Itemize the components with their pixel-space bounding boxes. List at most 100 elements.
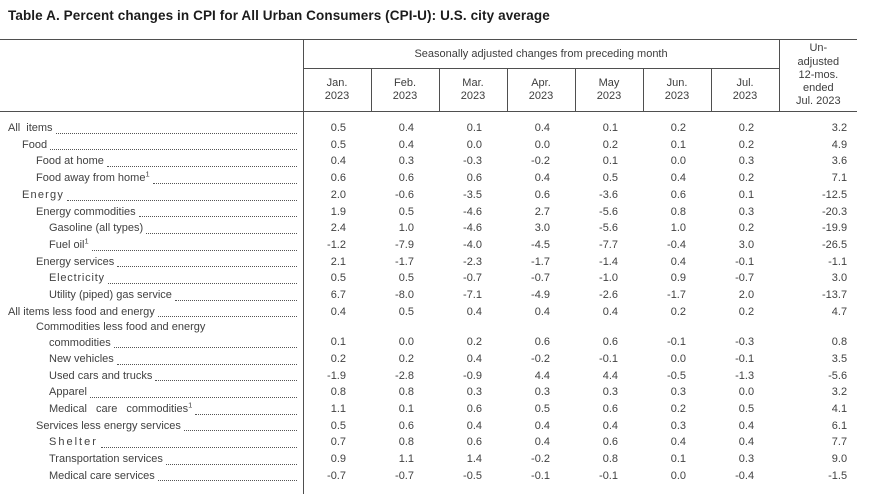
dot-leader [116,363,297,365]
cell-value: 0.6 [398,172,414,185]
month-label: Jul. [736,76,754,89]
cell-value: 0.5 [330,419,346,432]
cell-value: 0.4 [330,155,346,168]
cell-value: 0.5 [738,402,755,415]
dot-leader [50,149,297,151]
cell-value: -3.5 [463,188,482,201]
dot-leader [100,447,297,449]
cell-value: 4.9 [831,138,848,151]
month-header-jul: Jul. 2023 [711,68,780,112]
month-header-jan: Jan. 2023 [303,68,372,112]
table-row: New vehicles 0.2 0.2 0.4 -0.2 -0.1 0.0 -0.1 3.5 [0,350,857,368]
cell-value: 0.5 [398,305,414,318]
cell-value: -4.6 [463,205,482,218]
cell-value: 6.7 [330,289,346,302]
cell-value: 0.6 [670,188,686,201]
row-label: Energy services [0,253,304,271]
dot-leader [107,283,297,285]
table-row: All items less food and energy 0.4 0.5 0.4 0… [0,303,857,321]
unadjusted-header-line: Jul. 2023 [796,95,841,108]
cell-value: -0.1 [667,336,686,349]
cell-value: 1.1 [398,453,414,466]
unadjusted-header-line: 12-mos. [798,68,839,81]
cell-value: 0.4 [466,352,482,365]
row-label: Utility (piped) gas service [0,287,304,304]
dot-leader [155,380,297,382]
cell-value: -26.5 [822,238,848,251]
cell-value: 2.0 [738,289,755,302]
cell-value: 0.8 [398,436,414,449]
cell-value: 0.2 [738,222,755,235]
cell-value: 0.8 [398,386,414,399]
cell-value: 0.2 [330,352,346,365]
table-row: Food 0.5 0.4 0.0 0.0 0.2 0.1 0.2 4.9 [0,136,857,154]
cell-value: -4.0 [463,238,482,251]
cell-value: 0.1 [466,122,482,134]
cell-value: -0.2 [531,453,550,466]
row-label: Electricity [0,270,304,288]
dot-leader [113,346,297,348]
cell-value: 0.4 [534,122,550,134]
cell-value: 0.2 [738,138,755,151]
cell-value: -12.5 [822,188,848,201]
row-label: Gasoline (all types) [0,220,304,237]
row-label: Services less energy services [0,417,304,435]
dot-leader [152,182,297,184]
cell-value: 0.9 [330,453,346,466]
cpi-table-body: All items 0.5 0.4 0.1 0.4 0.1 0.2 0.2 3.2 Food 0.5… [0,111,857,495]
cell-value: 0.3 [670,386,686,399]
cell-value: 0.3 [738,155,755,168]
month-header-feb: Feb. 2023 [371,68,440,112]
cell-value: 0.0 [466,138,482,151]
row-label: Shelter [0,434,304,452]
cell-value: 0.4 [602,419,618,432]
row-label: All items less food and energy [0,303,304,321]
cell-value: 1.9 [330,205,346,218]
year-label: 2023 [596,90,622,102]
cell-value: 0.2 [602,138,618,151]
cell-value: 0.2 [670,122,686,134]
cell-value: 0.2 [398,352,414,365]
cell-value: -4.6 [463,222,482,235]
table-row: Food away from home1 0.6 0.6 0.6 0.4 0.5 0.4 0.… [0,170,857,187]
row-label: Food at home [0,153,304,171]
cell-value: 0.4 [534,436,550,449]
cell-value: 0.6 [330,172,346,185]
footnote-marker: 1 [145,169,150,179]
cell-value: -1.7 [531,255,550,268]
cell-value: 0.3 [738,205,755,218]
table-row: Energy commodities 1.9 0.5 -4.6 2.7 -5.6 0.8 0.… [0,203,857,221]
cell-value: -3.6 [599,188,618,201]
cell-value: -0.7 [395,469,414,482]
cell-value: -19.9 [822,222,848,235]
month-label: May [598,76,620,89]
dot-leader [165,463,297,465]
cell-value: 0.4 [398,138,414,151]
cell-value: 0.1 [602,155,618,168]
cell-value: 0.5 [330,272,346,285]
cell-value: -4.9 [531,289,550,302]
cell-value: 0.0 [534,138,550,151]
row-label: Medical care services [0,467,304,495]
cell-value: -1.5 [828,469,848,482]
cell-value: -0.2 [531,155,550,168]
cell-value: 3.0 [534,222,550,235]
cell-value: -0.6 [395,188,414,201]
cell-value: -0.2 [531,352,550,365]
year-label: 2023 [324,90,350,102]
unadjusted-header: Un- adjusted 12-mos. ended Jul. 2023 [779,39,858,112]
row-label: Fuel oil1 [0,236,304,254]
cell-value: -5.6 [599,222,618,235]
table-row: Electricity 0.5 0.5 -0.7 -0.7 -1.0 0.9 -0.7 3.0 [0,270,857,288]
cell-value: -7.7 [599,238,618,251]
row-label: Energy [0,186,304,204]
cell-value: 0.2 [466,336,482,349]
cell-value: 3.0 [738,238,755,251]
cell-value: 0.1 [330,336,346,349]
cell-value: 1.1 [330,402,346,415]
year-label: 2023 [664,90,690,102]
table-row: Shelter 0.7 0.8 0.6 0.4 0.6 0.4 0.4 7.7 [0,434,857,452]
month-header-jun: Jun. 2023 [643,68,712,112]
footnote-marker: 1 [188,400,193,410]
cell-value: -13.7 [822,289,848,302]
